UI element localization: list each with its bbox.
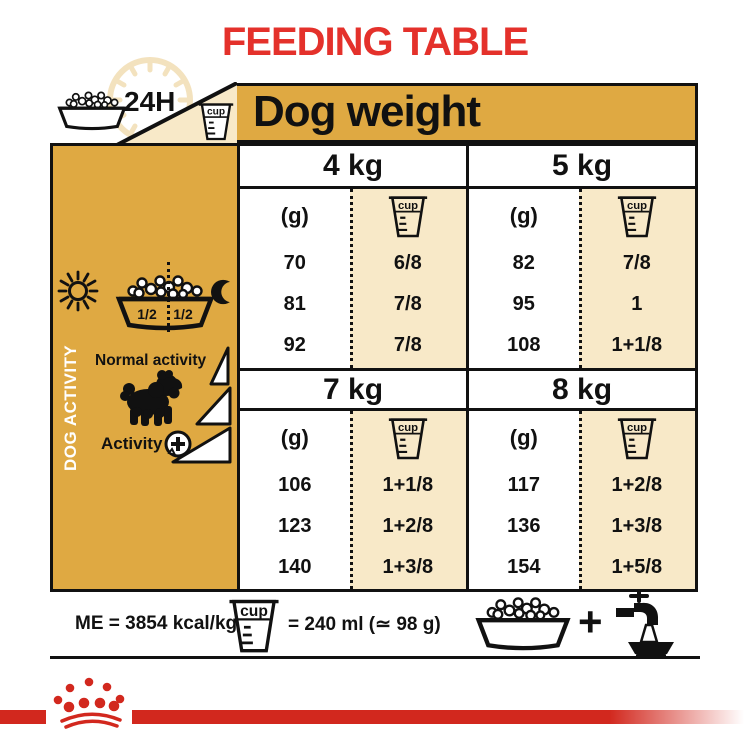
sun-icon [57, 270, 99, 312]
cups-value: 1+3/8 [611, 515, 663, 537]
measuring-cup-icon: cup [617, 418, 656, 460]
grams-header: (g) [280, 203, 309, 228]
red-stripe-right [132, 710, 744, 724]
red-stripe-left [0, 710, 46, 724]
cup-column-background [349, 189, 466, 368]
cups-value: 1+2/8 [611, 474, 663, 496]
crown-logo [53, 677, 125, 729]
weight-header-7kg: 7 kg [240, 371, 469, 408]
grams-value: 81 [283, 293, 306, 315]
cup-icon-label: cup [240, 603, 268, 620]
dog-weight-label: Dog weight [253, 87, 481, 136]
dog-weight-header: Dog weight [237, 83, 698, 143]
activity-level-triangles [171, 346, 232, 464]
grams-value: 123 [278, 515, 312, 537]
measuring-cup-icon: cup [388, 196, 427, 238]
grams-value: 70 [283, 252, 306, 274]
cups-value: 7/8 [393, 334, 422, 356]
weight-header-5kg: 5 kg [551, 149, 613, 182]
activity-plus-icon [164, 430, 192, 458]
cups-value: 1 [631, 293, 643, 315]
grams-header: (g) [509, 203, 538, 228]
weight-header-4kg: 4 kg [240, 146, 469, 186]
weight-header-8kg: 8 kg [551, 372, 613, 406]
cup-icon-label: cup [207, 107, 225, 118]
plus-sign: + [578, 598, 603, 645]
data-block-7-8kg: (g) cup 106 1+1/8 123 1+2/8 140 1+3/8 [240, 411, 695, 589]
measuring-cup-icon: cup [229, 599, 279, 653]
half-right-label: 1/2 [173, 306, 193, 322]
moon-icon [211, 279, 239, 305]
grams-value: 117 [507, 474, 540, 496]
grams-value: 154 [507, 556, 541, 578]
grams-value: 82 [512, 252, 535, 274]
bowl-split-dotted-line [167, 262, 170, 332]
cup-column-background [349, 411, 466, 589]
cups-value: 1+3/8 [382, 556, 434, 578]
activity-label: Activity [101, 434, 163, 453]
grams-header: (g) [280, 425, 309, 450]
cup-icon-label: cup [398, 200, 418, 212]
measuring-cup-icon: cup [198, 103, 234, 141]
kibble-bowl-icon [475, 597, 571, 651]
column-5kg: (g) cup 82 7/8 95 1 108 1+1/8 [469, 189, 695, 368]
data-block-4-5kg: (g) cup 70 6/8 81 7/8 92 7/8 [240, 189, 695, 371]
normal-activity-label: Normal activity [95, 352, 207, 369]
page-title: FEEDING TABLE [221, 20, 529, 64]
cups-value: 7/8 [622, 252, 651, 274]
cups-value: 7/8 [393, 293, 422, 315]
half-half-bowl-icon: 1/2 1/2 [115, 275, 215, 331]
measuring-cup-icon: cup [617, 196, 656, 238]
cup-column-background [578, 189, 695, 368]
cups-value: 1+5/8 [611, 556, 663, 578]
footer-strip: ME = 3854 kcal/kg cup = 240 ml (≃ 98 g) … [50, 590, 700, 659]
grams-value: 95 [512, 293, 535, 315]
cups-value: 6/8 [393, 252, 422, 274]
dog-activity-sidebar: 1/2 1/2 DOG ACTIVITY Normal activity [50, 143, 240, 592]
metabolizable-energy-label: ME = 3854 kcal/kg [75, 613, 238, 634]
cup-icon-label: cup [627, 422, 647, 434]
half-left-label: 1/2 [137, 306, 157, 322]
grams-value: 106 [278, 474, 312, 496]
grams-value: 108 [507, 334, 541, 356]
water-tap-icon [616, 590, 674, 658]
measuring-cup-icon: cup [388, 418, 427, 460]
grams-value: 92 [283, 334, 306, 356]
column-4kg: (g) cup 70 6/8 81 7/8 92 7/8 [240, 189, 469, 368]
feeding-table: 4 kg 5 kg (g) cup 70 6/8 81 [237, 143, 698, 592]
dog-silhouette-icon [120, 370, 183, 426]
weight-header-row-2: 7 kg 8 kg [240, 371, 695, 411]
cups-value: 1+1/8 [611, 334, 663, 356]
cup-column-background [578, 411, 695, 589]
cups-value: 1+2/8 [382, 515, 434, 537]
grams-header: (g) [509, 425, 538, 450]
kibble-bowl-icon [57, 91, 127, 131]
cups-value: 1+1/8 [382, 474, 434, 496]
cup-icon-label: cup [398, 422, 418, 434]
cup-equivalence-label: = 240 ml (≃ 98 g) [288, 614, 441, 635]
hours-24-label: 24H [124, 86, 176, 117]
column-7kg: (g) cup 106 1+1/8 123 1+2/8 140 1+3/8 [240, 411, 469, 589]
cup-icon-label: cup [627, 200, 647, 212]
dog-activity-vertical-label: DOG ACTIVITY [61, 344, 80, 471]
weight-header-row-1: 4 kg 5 kg [240, 146, 695, 189]
column-8kg: (g) cup 117 1+2/8 136 1+3/8 154 1+5/8 [469, 411, 695, 589]
grams-value: 140 [278, 556, 312, 578]
grams-value: 136 [507, 515, 541, 537]
